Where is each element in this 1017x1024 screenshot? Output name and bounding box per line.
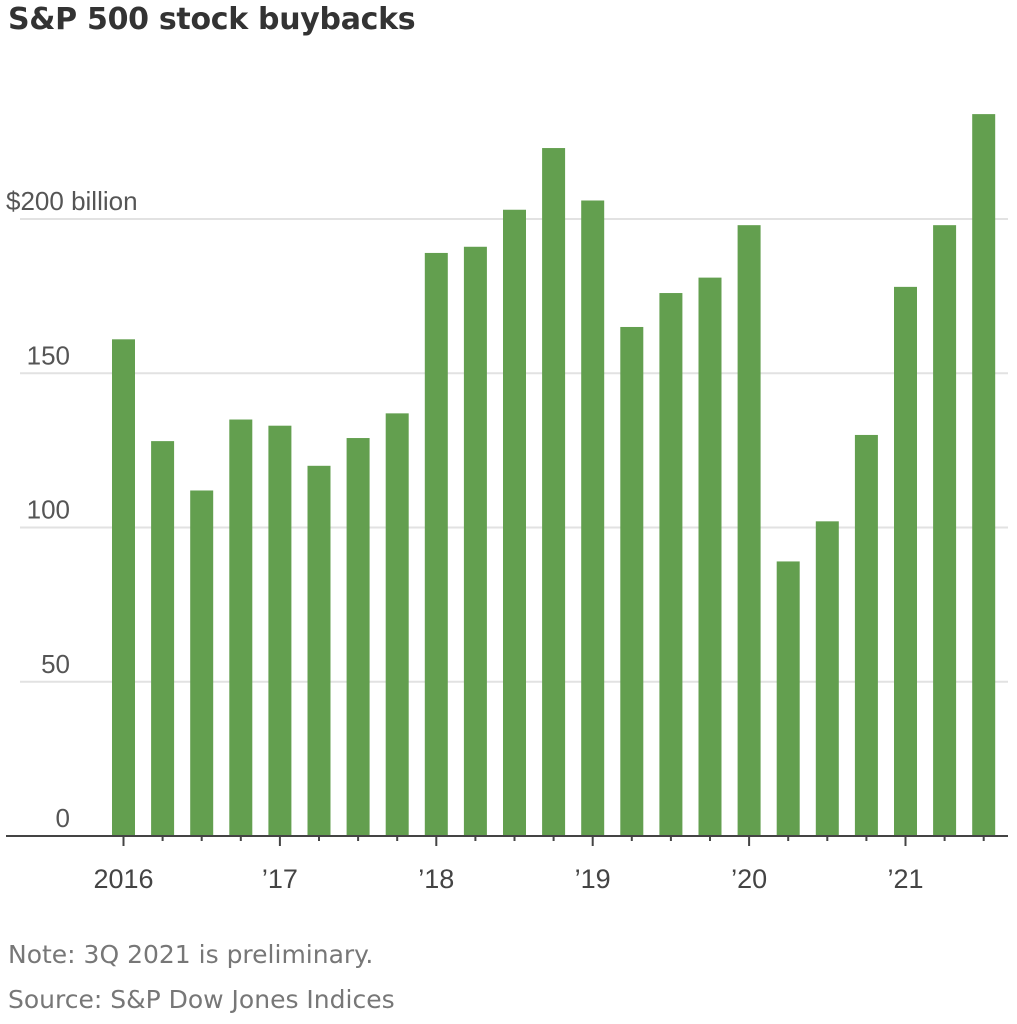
x-tick-label: ’20 [731, 864, 767, 894]
chart-source: Source: S&P Dow Jones Indices [8, 985, 395, 1014]
bar [346, 438, 370, 836]
x-tick-label: ’21 [887, 864, 923, 894]
bar [151, 441, 175, 836]
x-tick-label: ’18 [418, 864, 454, 894]
y-tick-label: 150 [27, 340, 70, 370]
bar [424, 252, 448, 836]
bar [542, 148, 566, 837]
y-axis-labels: 0 50 100 150 $200 billion [6, 186, 138, 833]
bar [112, 339, 135, 836]
y-tick-label: 0 [56, 803, 70, 833]
bar [229, 419, 253, 836]
bar [815, 521, 839, 836]
bar [737, 225, 761, 837]
x-tick-label: 2016 [93, 864, 153, 894]
bar [894, 286, 917, 836]
bar [776, 561, 800, 836]
x-tick-label: ’17 [262, 864, 298, 894]
bar [933, 225, 957, 837]
x-axis: 2016 ’17 ’18 ’19 ’20 ’21 [6, 835, 1008, 894]
bar [307, 465, 331, 836]
bar [268, 425, 292, 836]
bar [385, 413, 409, 836]
y-tick-label: 100 [27, 495, 70, 525]
bar [854, 434, 878, 836]
bar [620, 326, 644, 836]
bar [659, 293, 683, 836]
chart-title: S&P 500 stock buybacks [8, 2, 416, 37]
chart-note: Note: 3Q 2021 is preliminary. [8, 940, 374, 969]
bar [190, 490, 214, 836]
y-tick-label: 50 [41, 649, 70, 679]
bars [112, 114, 996, 837]
bar [698, 277, 722, 836]
bar [463, 246, 487, 836]
bar [972, 114, 996, 837]
x-tick-label: ’19 [575, 864, 611, 894]
bar [581, 200, 605, 837]
bar [503, 209, 526, 836]
y-tick-label: $200 billion [6, 186, 138, 216]
